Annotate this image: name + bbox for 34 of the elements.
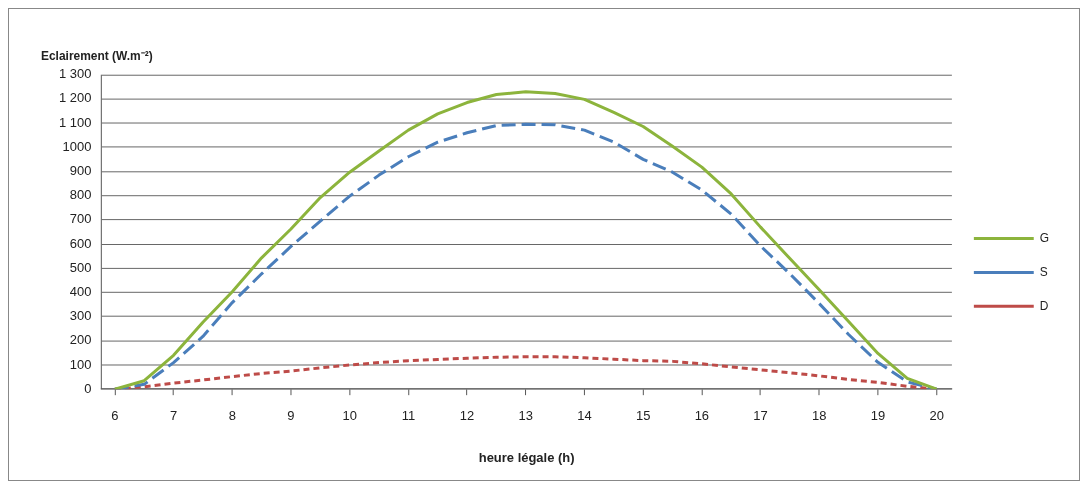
x-tick-label: 10: [342, 408, 357, 424]
x-tick-label: 15: [635, 408, 651, 424]
y-tick-label: 1000: [62, 138, 92, 154]
x-tick-label: 13: [518, 408, 533, 424]
x-tick-label: 14: [577, 408, 592, 424]
x-tick-label: 19: [870, 408, 886, 424]
y-tick-label: 400: [69, 284, 92, 299]
x-tick-label: 20: [929, 408, 944, 424]
y-tick-label: 800: [69, 187, 92, 203]
x-tick-label: 17: [753, 408, 768, 424]
x-tick-label: 8: [228, 408, 236, 424]
x-tick-label: 9: [287, 408, 295, 424]
y-tick-label: 100: [69, 356, 92, 372]
x-axis-title: heure légale (h): [478, 449, 575, 465]
y-tick-label: 200: [69, 332, 92, 348]
y-tick-label: 300: [69, 308, 92, 324]
y-tick-label: 1 100: [58, 114, 92, 130]
legend-label: G: [1039, 230, 1050, 245]
y-tick-label: 1 300: [58, 66, 92, 82]
x-tick-label: 18: [812, 408, 827, 424]
y-tick-label: 900: [69, 163, 92, 179]
x-tick-label: 6: [111, 408, 119, 424]
y-tick-label: 1 200: [58, 90, 92, 106]
y-tick-label: 500: [69, 259, 92, 275]
x-tick-label: 12: [459, 408, 475, 424]
y-tick-label: 700: [69, 211, 92, 227]
x-tick-label: 11: [401, 408, 416, 424]
y-axis-title: Eclairement (W.m⁻²): [40, 49, 153, 64]
x-tick-label: 7: [169, 408, 178, 424]
legend-label: S: [1039, 264, 1048, 279]
x-tick-label: 16: [694, 408, 710, 424]
y-tick-label: 600: [69, 235, 92, 251]
y-tick-label: 0: [84, 380, 92, 396]
legend-label: D: [1039, 298, 1049, 313]
